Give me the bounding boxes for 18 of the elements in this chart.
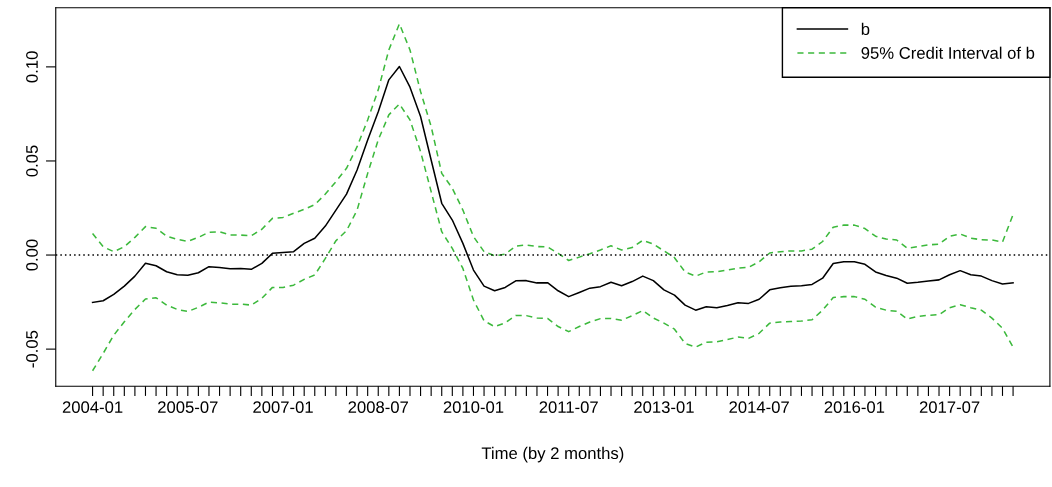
legend-label: 95% Credit Interval of b [861,46,1035,59]
y-tick-label: 0.05 [26,145,38,177]
x-tick-label: 2011-07 [539,401,598,414]
x-tick-label: 2004-01 [62,401,123,414]
legend-label: b [861,22,870,36]
y-tick-label: -0.05 [26,330,38,368]
line-series [91,103,1014,372]
x-axis-title: Time (by 2 months) [481,446,624,463]
x-tick-label: 2017-07 [919,401,980,414]
x-tick-label: 2014-07 [729,401,789,414]
x-tick-label: 2005-07 [158,401,218,414]
y-tick-label: 0.10 [26,51,38,83]
x-tick-label: 2010-01 [443,401,504,414]
x-tick-label: 2013-01 [634,401,694,414]
y-tick-label: 0.00 [26,239,38,271]
x-tick-label: 2016-01 [824,401,885,414]
x-tick-label: 2007-01 [253,401,313,414]
x-tick-label: 2008-07 [348,401,408,414]
